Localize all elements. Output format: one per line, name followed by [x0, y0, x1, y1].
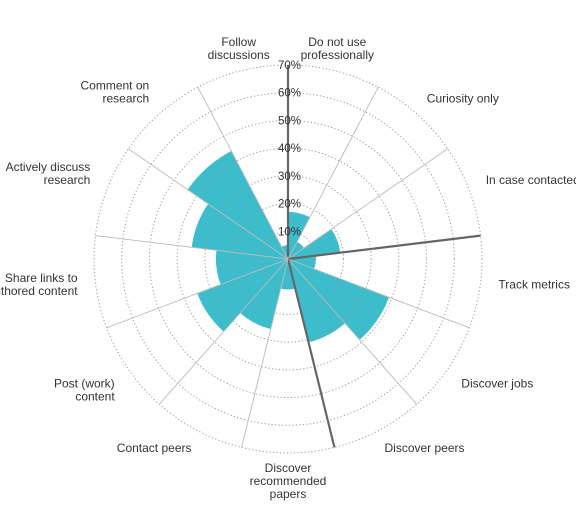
sector-5 — [288, 259, 345, 343]
tick-label-5: 60% — [278, 88, 301, 100]
tick-label-3: 40% — [278, 143, 301, 155]
sector-0 — [288, 211, 310, 259]
spoke-2 — [287, 148, 448, 260]
sector-11 — [187, 151, 288, 259]
category-label-3: Track metrics — [498, 278, 570, 292]
grid-circle-1 — [232, 203, 344, 315]
spoke-4 — [287, 258, 470, 329]
category-label-4: Discover jobs — [461, 377, 533, 391]
spokes-layer — [95, 65, 481, 448]
spoke-8 — [159, 258, 289, 405]
sector-6 — [280, 259, 296, 290]
category-label-5: Discover peers — [385, 441, 465, 455]
grid-circle-2 — [204, 175, 372, 343]
spoke-11 — [128, 148, 289, 260]
tick-label-1: 20% — [278, 199, 301, 211]
tick-label-2: 30% — [278, 171, 301, 183]
spoke-1 — [287, 87, 379, 260]
sector-8 — [197, 259, 288, 332]
category-label-line: Follow — [221, 35, 256, 49]
grid-circle-4 — [148, 119, 428, 399]
sector-1 — [288, 241, 304, 259]
sector-7 — [240, 259, 288, 329]
category-label-line: discussions — [208, 48, 270, 62]
category-label-0: Do not use professionally — [301, 35, 374, 62]
category-labels-layer: Do not use professionally Curiosity only In… — [0, 35, 576, 501]
category-label-line: Do not use — [308, 35, 366, 49]
category-label-line: Share links to — [5, 271, 78, 285]
tick-label-6: 70% — [278, 60, 301, 72]
spoke-10 — [95, 235, 289, 260]
category-label-12: Follow discussions — [208, 35, 270, 62]
category-label-line: Actively discuss — [6, 160, 91, 174]
category-label-line: Contact peers — [117, 441, 192, 455]
category-label-9: Share links toauthored content — [0, 271, 78, 298]
category-label-line: authored content — [0, 284, 78, 298]
category-label-8: Post (work) content — [54, 377, 115, 404]
category-label-1: Curiosity only — [427, 91, 499, 105]
category-label-line: professionally — [301, 48, 374, 62]
spoke-6 — [286, 258, 336, 448]
spoke-12 — [197, 87, 289, 260]
tick-label-4: 50% — [278, 115, 301, 127]
category-label-2: In case contacted — [486, 173, 576, 187]
category-label-line: Discover peers — [385, 441, 465, 455]
category-label-7: Contact peers — [117, 441, 192, 455]
spoke-5 — [287, 258, 417, 405]
spoke-9 — [106, 258, 289, 329]
sector-2 — [288, 229, 341, 259]
category-label-line: Post (work) — [54, 377, 115, 391]
category-label-6: Discover recommended papers — [250, 461, 327, 501]
category-label-line: content — [75, 390, 115, 404]
category-label-line: papers — [270, 487, 307, 501]
category-label-line: research — [103, 91, 150, 105]
category-label-line: Discover jobs — [461, 377, 533, 391]
tick-label-0: 10% — [278, 226, 301, 238]
category-label-11: Comment on research — [80, 78, 149, 105]
grid-layer — [93, 64, 483, 454]
tick-labels-layer: 10% 20% 30% 40% 50% 60% 70% — [278, 60, 301, 238]
spoke-7 — [241, 258, 289, 448]
spoke-3 — [287, 234, 481, 261]
category-label-10: Actively discuss research — [6, 160, 91, 187]
category-label-line: recommended — [250, 474, 327, 488]
category-label-line: Comment on — [80, 78, 149, 92]
sector-10 — [191, 203, 288, 259]
category-label-line: research — [44, 173, 91, 187]
sector-9 — [215, 250, 288, 285]
category-label-line: Track metrics — [498, 278, 570, 292]
sectors-layer — [187, 151, 390, 343]
category-label-line: In case contacted — [486, 173, 576, 187]
category-label-line: Curiosity only — [427, 91, 499, 105]
sector-4 — [288, 259, 390, 340]
category-label-line: Discover — [265, 461, 312, 475]
grid-circle-5 — [121, 92, 455, 426]
